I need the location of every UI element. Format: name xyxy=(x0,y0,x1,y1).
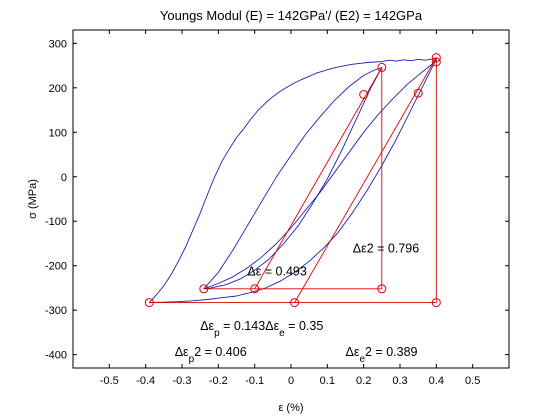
data-marker-9 xyxy=(431,57,441,67)
annotation-text: Δε xyxy=(346,345,360,359)
x-tick-label: 0.3 xyxy=(392,375,407,387)
x-axis-label: ε (%) xyxy=(278,402,303,414)
annotation-text: = 0.35 xyxy=(285,319,324,333)
annotation-subscript: p xyxy=(214,328,220,339)
y-tick-label: -100 xyxy=(45,216,67,228)
plot-area xyxy=(73,30,509,368)
x-tick-label: -0.3 xyxy=(173,375,192,387)
x-tick-label: -0.5 xyxy=(100,375,119,387)
annotation-2: Δε = 0.493 xyxy=(247,265,306,279)
x-tick-label: 0.5 xyxy=(465,375,480,387)
x-tick-label: 0.1 xyxy=(320,375,335,387)
construction-line-5 xyxy=(254,67,383,290)
annotation-text: 2 = 0.389 xyxy=(365,345,418,359)
annotation-text: Δε xyxy=(200,319,214,333)
hysteresis-branch-4 xyxy=(203,60,437,290)
y-tick-label: -200 xyxy=(45,261,67,273)
y-tick-label: 300 xyxy=(49,38,67,50)
annotation-4: Δεp2 = 0.406 xyxy=(175,345,247,365)
annotation-text: = 0.143Δε xyxy=(220,319,280,333)
annotation-text: Δε = 0.493 xyxy=(247,265,306,279)
construction-line-6 xyxy=(294,57,437,303)
data-marker-8 xyxy=(413,88,423,98)
data-marker-3 xyxy=(250,284,260,294)
y-axis-label: σ (MPa) xyxy=(27,179,39,219)
annotation-5: Δεe2 = 0.389 xyxy=(346,345,418,365)
y-tick-label: 0 xyxy=(61,172,67,184)
hysteresis-branch-5 xyxy=(149,58,437,304)
construction-line-group xyxy=(149,57,437,304)
annotation-1: Δε2 = 0.796 xyxy=(353,241,419,255)
data-marker-7 xyxy=(359,90,369,99)
data-marker-11 xyxy=(431,298,441,308)
annotation-text: 2 = 0.406 xyxy=(194,345,247,359)
y-tick-label: -300 xyxy=(45,305,67,317)
y-tick-label: -400 xyxy=(45,350,67,362)
data-marker-6 xyxy=(377,62,387,72)
annotation-text: Δε xyxy=(175,345,189,359)
y-tick-label: 100 xyxy=(49,127,67,139)
hysteresis-branch-3 xyxy=(203,67,383,290)
y-tick-label: 200 xyxy=(49,83,67,95)
curve-group xyxy=(148,57,437,304)
annotation-text: Δε2 = 0.796 xyxy=(353,241,419,255)
hysteresis-branch-2 xyxy=(203,66,382,290)
x-tick-label: 0.4 xyxy=(429,375,444,387)
x-tick-label: 0 xyxy=(288,375,294,387)
annotation-subscript: e xyxy=(359,354,365,365)
annotation-subscript: e xyxy=(279,328,285,339)
x-tick-label: -0.4 xyxy=(136,375,155,387)
data-marker-5 xyxy=(377,284,387,294)
annotation-subscript: p xyxy=(189,354,195,365)
x-tick-label: -0.2 xyxy=(209,375,228,387)
data-marker-10 xyxy=(431,53,441,63)
hysteresis-branch-1 xyxy=(148,57,437,303)
data-marker-2 xyxy=(199,284,209,294)
data-marker-4 xyxy=(290,298,300,308)
annotation-3: Δεp = 0.143Δεe = 0.35 xyxy=(200,319,323,339)
data-marker-1 xyxy=(144,298,154,308)
marker-group xyxy=(144,53,441,308)
tick-group: -0.5 -0.4 -0.3 -0.2 -0.1 0 0.1 0.2 0.3 0.4 0.5 -400… xyxy=(45,30,509,387)
x-tick-label: -0.1 xyxy=(245,375,264,387)
x-tick-label: 0.2 xyxy=(356,375,371,387)
chart-title: Youngs Modul (E) = 142GPa'/ (E2) = 142GP… xyxy=(160,8,423,23)
